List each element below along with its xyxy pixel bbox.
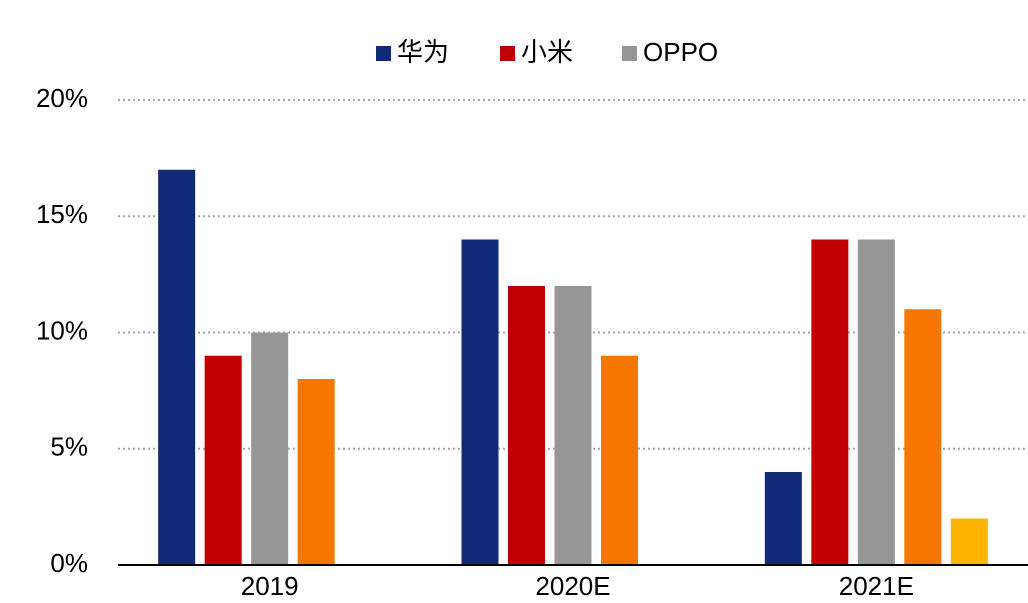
y-tick-label: 10% (36, 315, 88, 345)
bar (251, 332, 289, 565)
y-tick-label: 5% (50, 432, 88, 462)
bar (461, 239, 499, 565)
y-tick-label: 15% (36, 199, 88, 229)
legend-swatch (376, 46, 391, 61)
bar (857, 239, 895, 565)
legend-swatch (500, 46, 515, 61)
legend-label: 小米 (521, 37, 573, 67)
x-tick-label: 2020E (535, 571, 610, 601)
legend-swatch (622, 46, 637, 61)
legend-label: OPPO (643, 37, 718, 67)
legend-label: 华为 (397, 37, 449, 67)
bar (811, 239, 849, 565)
bar (601, 355, 638, 565)
y-tick-label: 0% (50, 548, 88, 578)
bar (297, 379, 335, 565)
bar (764, 472, 802, 565)
x-tick-label: 2019 (241, 571, 299, 601)
bar (158, 169, 196, 565)
x-tick-label: 2021E (839, 571, 914, 601)
bar (204, 355, 242, 565)
bar (950, 518, 988, 565)
bar (554, 286, 592, 565)
bar (904, 309, 942, 565)
y-tick-label: 20% (36, 83, 88, 113)
bar (508, 286, 545, 565)
